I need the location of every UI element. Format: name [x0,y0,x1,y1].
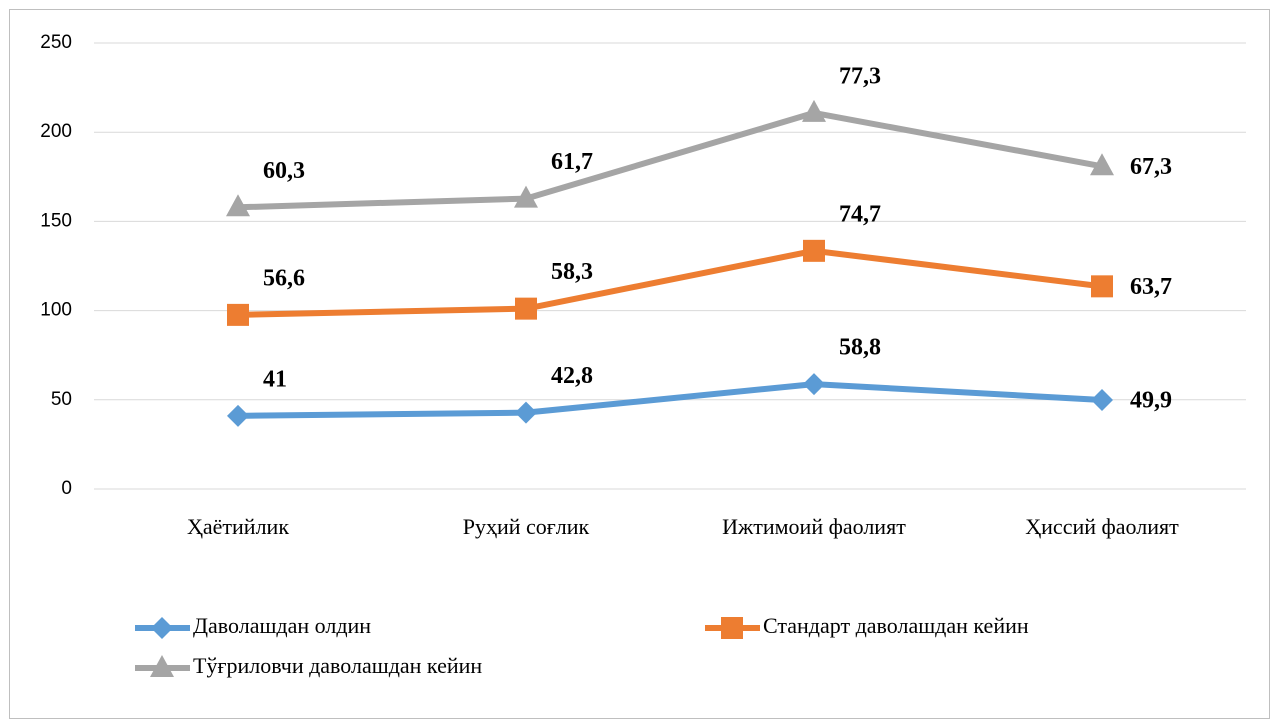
legend-label: Стандарт даволашдан кейин [763,613,1029,638]
marker [226,194,250,217]
x-tick-label: Ҳиссий фаолият [1025,514,1179,539]
series-line [237,109,1103,211]
x-tick-label: Ижтимоий фаолият [722,514,906,539]
y-tick-label: 100 [40,300,72,321]
data-label: 74,7 [839,201,881,227]
legend-marker [721,617,743,639]
marker [515,297,537,320]
legend-label: Даволашдан олдин [193,613,371,638]
series-line [237,381,1103,419]
y-tick-label: 50 [51,389,72,410]
marker [514,185,538,208]
marker [802,99,826,122]
marker [1090,153,1114,176]
y-tick-label: 250 [40,32,72,53]
data-label: 77,3 [839,63,881,89]
data-label: 61,7 [551,149,593,175]
x-tick-label: Руҳий соғлик [463,514,590,539]
marker [803,239,825,262]
data-label: 58,8 [839,335,881,361]
marker [515,401,537,424]
marker [1091,388,1113,411]
data-label: 56,6 [263,265,305,291]
marker [227,303,249,326]
marker [1091,275,1113,298]
y-tick-label: 0 [61,478,72,499]
data-label: 58,3 [551,259,593,285]
marker [227,404,249,427]
series-line [237,247,1103,318]
x-tick-label: Ҳаётийлик [187,514,289,539]
data-label: 67,3 [1130,154,1172,180]
chart-border [9,9,1270,719]
data-label: 41 [263,366,287,392]
data-label: 49,9 [1130,387,1172,413]
legend-marker [151,617,173,639]
y-tick-label: 150 [40,210,72,231]
legend-label: Тўғриловчи даволашдан кейин [193,653,482,678]
data-label: 42,8 [551,363,593,389]
legend-marker [150,655,174,677]
marker [803,373,825,396]
data-label: 60,3 [263,158,305,184]
data-label: 63,7 [1130,274,1172,300]
y-tick-label: 200 [40,121,72,142]
